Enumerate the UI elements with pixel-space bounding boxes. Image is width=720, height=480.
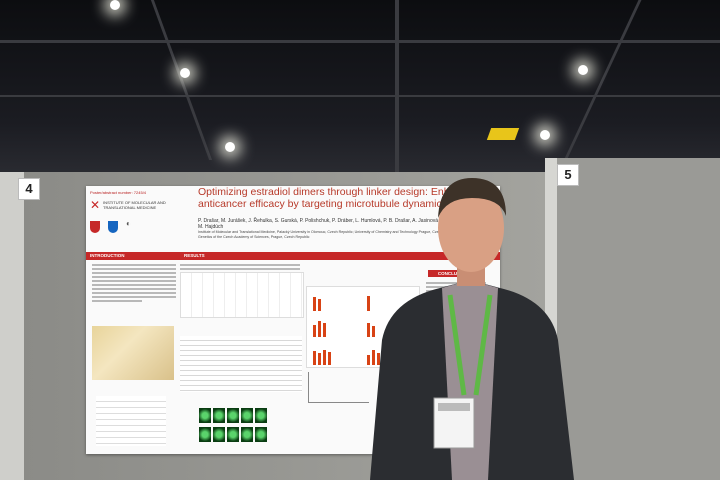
poster-header: Optimizing estradiol dimers through link…: [194, 186, 500, 250]
section-bar: INTRODUCTION RESULTS: [86, 252, 500, 260]
ceiling-truss: [395, 0, 399, 175]
data-table: [96, 396, 166, 446]
university-shield-icon: [90, 221, 100, 233]
hair: [438, 178, 506, 218]
line-plot: [308, 372, 369, 403]
section-results: RESULTS: [184, 253, 205, 258]
microscopy-images: [199, 408, 269, 444]
introduction-column: [92, 262, 176, 304]
ceiling-truss: [561, 0, 642, 165]
yellow-sign: [486, 128, 520, 140]
ceiling-truss: [0, 40, 720, 43]
booth-number-left: 4: [18, 178, 40, 200]
ceiling: [0, 0, 720, 175]
poster-affiliations: Institute of Molecular and Translational…: [198, 230, 493, 239]
ceiling-light: [180, 68, 190, 78]
ceiling-truss: [150, 0, 213, 160]
section-conclusion: CONCLUSION: [428, 270, 478, 277]
ceiling-light: [110, 0, 120, 10]
university-shield-icon: [108, 221, 118, 233]
board-frame: [0, 172, 24, 480]
poster-title: Optimizing estradiol dimers through link…: [198, 186, 481, 210]
ceiling-truss: [0, 95, 720, 97]
ceiling-light: [225, 142, 235, 152]
section-introduction: INTRODUCTION: [90, 253, 125, 258]
structure-figure: [180, 272, 304, 318]
molecule-figure: [92, 326, 174, 380]
results-column: [180, 262, 300, 272]
ceiling-light: [578, 65, 588, 75]
institute-name: INSTITUTE OF MOLECULAR AND TRANSLATIONAL…: [103, 200, 166, 210]
poster-board-right: [555, 158, 720, 480]
poster-authors: P. Drašar, M. Jurášek, J. Řehulka, S. Gu…: [198, 218, 494, 230]
green-lanyard: [447, 294, 493, 396]
nicr-logo-icon: ◐: [126, 219, 131, 228]
institute-logo-block: Poster/abstract number: 7245/4 ✕ INSTITU…: [90, 190, 190, 250]
ceiling-light: [540, 130, 550, 140]
imtm-logo-icon: ✕: [90, 198, 101, 212]
results-table: [180, 336, 302, 392]
abstract-number: Poster/abstract number: 7245/4: [90, 190, 147, 195]
presenter-person: [370, 178, 574, 480]
booth-number-right: 5: [557, 164, 579, 186]
head: [438, 184, 504, 272]
